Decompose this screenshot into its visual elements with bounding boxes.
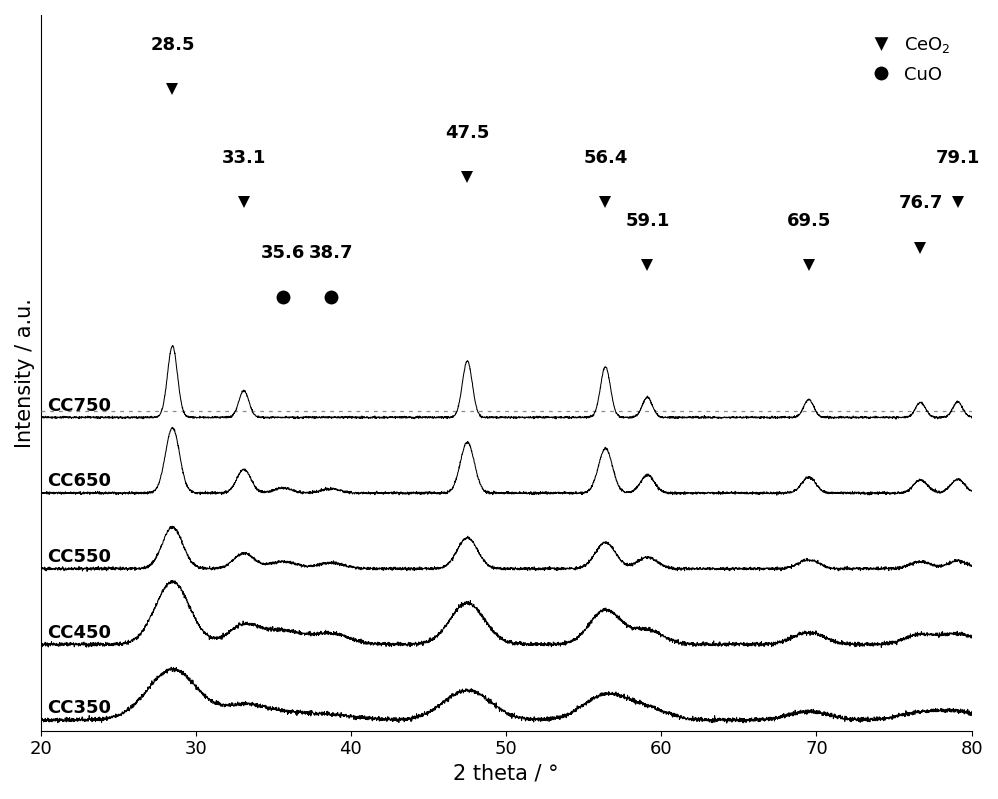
Text: 47.5: 47.5 xyxy=(445,124,489,142)
Text: CC450: CC450 xyxy=(47,623,111,642)
Text: 76.7: 76.7 xyxy=(898,194,943,213)
Text: 35.6: 35.6 xyxy=(260,244,304,262)
Legend: CeO$_2$, CuO: CeO$_2$, CuO xyxy=(855,28,958,91)
Text: 79.1: 79.1 xyxy=(935,149,980,166)
Text: 69.5: 69.5 xyxy=(786,212,831,230)
Text: 28.5: 28.5 xyxy=(151,36,195,54)
Text: 59.1: 59.1 xyxy=(625,212,670,230)
Text: CC550: CC550 xyxy=(47,548,111,566)
Text: 56.4: 56.4 xyxy=(583,149,628,166)
X-axis label: 2 theta / °: 2 theta / ° xyxy=(453,764,559,784)
Y-axis label: Intensity / a.u.: Intensity / a.u. xyxy=(15,298,35,447)
Text: CC350: CC350 xyxy=(47,699,111,718)
Text: CC650: CC650 xyxy=(47,472,111,491)
Text: 38.7: 38.7 xyxy=(308,244,353,262)
Text: CC750: CC750 xyxy=(47,396,111,415)
Text: 33.1: 33.1 xyxy=(222,149,266,166)
